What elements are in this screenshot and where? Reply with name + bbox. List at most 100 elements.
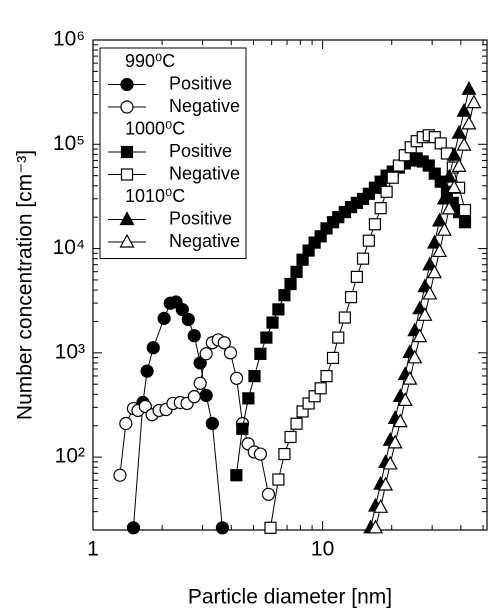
marker — [254, 347, 267, 360]
y-axis-label: Number concentration [cm⁻³] — [14, 150, 37, 420]
marker — [380, 185, 393, 198]
marker — [260, 331, 273, 344]
marker — [278, 289, 291, 302]
marker — [417, 278, 433, 293]
marker — [140, 364, 154, 378]
marker — [193, 376, 207, 390]
marker — [456, 102, 472, 117]
legend-marker — [120, 145, 134, 159]
y-tick-label: 10⁵ — [53, 132, 85, 155]
marker — [397, 392, 413, 406]
marker — [382, 455, 398, 470]
marker — [261, 487, 276, 501]
marker — [157, 311, 171, 325]
marker — [290, 265, 303, 278]
legend-label: Negative — [169, 163, 240, 183]
marker — [386, 171, 399, 184]
legend-marker — [120, 77, 134, 92]
marker — [320, 370, 333, 383]
y-tick-label: 10⁶ — [53, 28, 85, 51]
legend-label: Negative — [169, 96, 240, 116]
marker — [314, 382, 327, 395]
marker — [432, 243, 448, 258]
marker — [446, 146, 462, 161]
marker — [236, 422, 249, 435]
marker — [230, 469, 243, 482]
x-axis-label: Particle diameter [nm] — [188, 586, 392, 609]
marker — [436, 190, 452, 205]
marker — [392, 413, 408, 428]
marker — [458, 203, 472, 217]
legend-marker — [120, 100, 134, 114]
marker — [451, 124, 467, 139]
legend-marker — [120, 168, 134, 181]
marker — [434, 137, 447, 150]
marker — [441, 200, 457, 215]
marker — [426, 264, 442, 279]
x-tick-label: 10 — [311, 538, 334, 561]
marker — [320, 222, 333, 235]
marker — [284, 277, 297, 291]
plot-frame — [92, 39, 488, 531]
marker — [436, 221, 452, 236]
marker — [126, 521, 141, 535]
y-tick-label: 10² — [55, 445, 85, 468]
marker — [332, 331, 345, 344]
marker — [199, 347, 213, 361]
legend-label: Positive — [169, 208, 232, 228]
marker — [229, 371, 244, 385]
marker — [284, 430, 297, 444]
marker — [441, 168, 457, 183]
marker — [432, 212, 448, 227]
legend-marker — [119, 233, 135, 248]
marker — [456, 136, 472, 151]
legend-group-title: 1000⁰C — [125, 118, 185, 138]
marker — [187, 329, 201, 343]
marker — [344, 291, 358, 304]
marker — [146, 341, 160, 355]
marker — [119, 416, 133, 431]
marker — [458, 216, 472, 229]
marker — [368, 218, 382, 231]
y-tick-label: 10³ — [55, 340, 85, 363]
marker — [175, 302, 189, 317]
marker — [253, 447, 268, 461]
marker — [326, 351, 340, 365]
marker — [461, 115, 477, 130]
marker — [338, 311, 351, 324]
marker — [466, 94, 482, 109]
marker — [242, 392, 255, 405]
marker — [362, 234, 375, 247]
y-tick-label: 10⁴ — [53, 236, 85, 259]
marker — [417, 307, 433, 321]
marker — [248, 370, 261, 383]
marker — [451, 158, 467, 172]
marker — [374, 202, 387, 215]
legend-group-title: 990⁰C — [125, 51, 175, 71]
marker — [113, 468, 127, 482]
marker — [217, 336, 231, 350]
marker — [272, 303, 285, 316]
marker — [392, 159, 406, 172]
marker — [290, 417, 303, 430]
marker — [402, 370, 418, 385]
legend-label: Positive — [169, 141, 232, 161]
marker — [181, 312, 195, 327]
marker — [378, 476, 394, 491]
legend-marker — [119, 211, 135, 226]
marker — [412, 328, 428, 343]
marker — [426, 234, 442, 249]
marker — [278, 447, 291, 461]
legend-group-title: 1010⁰C — [125, 186, 185, 206]
marker — [407, 349, 423, 364]
marker — [422, 285, 438, 300]
marker — [373, 499, 389, 513]
marker — [387, 434, 403, 449]
marker — [446, 179, 462, 194]
marker — [264, 521, 277, 534]
marker — [272, 473, 285, 486]
marker — [199, 388, 213, 403]
marker — [368, 519, 384, 534]
